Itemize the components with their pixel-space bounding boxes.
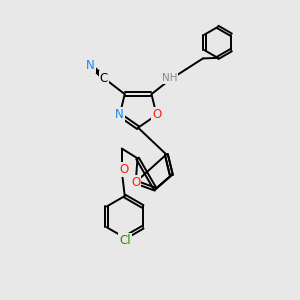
Text: O: O: [119, 163, 129, 176]
Text: O: O: [152, 108, 161, 122]
Text: O: O: [131, 176, 140, 189]
Text: NH: NH: [162, 73, 177, 83]
Text: N: N: [115, 108, 124, 122]
Text: Cl: Cl: [119, 234, 130, 247]
Text: N: N: [86, 59, 95, 72]
Text: C: C: [100, 72, 108, 85]
